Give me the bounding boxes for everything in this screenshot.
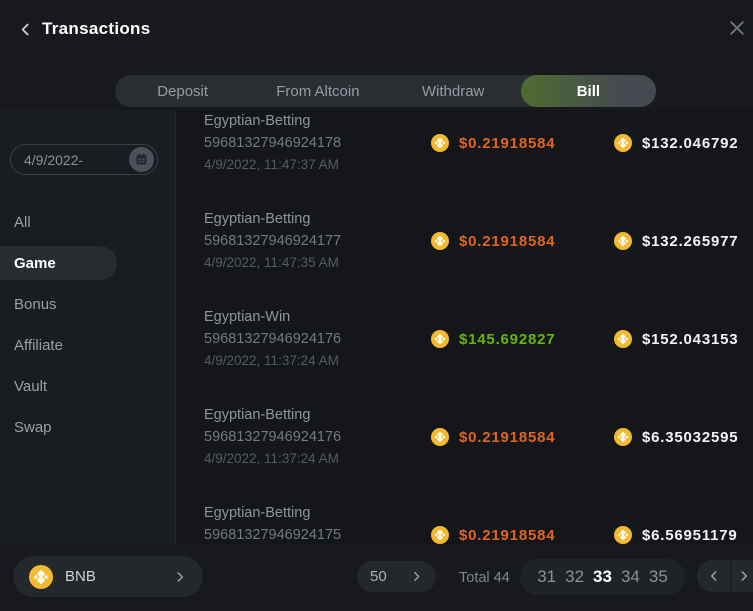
transaction-row: Egyptian-Betting 59681327946924176 4/9/2… bbox=[177, 387, 753, 485]
bnb-coin-icon bbox=[614, 134, 632, 152]
tab-bill[interactable]: Bill bbox=[520, 75, 656, 107]
transaction-name: Egyptian-Betting bbox=[204, 505, 311, 521]
bnb-coin-icon bbox=[614, 330, 632, 348]
sidebar-item-swap[interactable]: Swap bbox=[14, 418, 52, 436]
transaction-row: Egyptian-Betting 59681327946924178 4/9/2… bbox=[177, 110, 753, 191]
page-title: Transactions bbox=[42, 19, 151, 38]
sidebar-item-all[interactable]: All bbox=[14, 213, 31, 231]
bnb-coin-icon bbox=[431, 134, 449, 152]
modal-header: Transactions bbox=[0, 0, 753, 58]
page-number-31[interactable]: 31 bbox=[537, 567, 557, 586]
back-icon[interactable] bbox=[16, 20, 34, 38]
transaction-balance: $132.046792 bbox=[614, 132, 738, 154]
transaction-name: Egyptian-Win bbox=[204, 309, 291, 325]
transaction-row: Egyptian-Win 59681327946924176 4/9/2022,… bbox=[177, 289, 753, 387]
sidebar-item-game[interactable]: Game bbox=[0, 246, 117, 280]
prev-page-button[interactable] bbox=[697, 560, 730, 592]
next-page-button[interactable] bbox=[731, 560, 753, 592]
transaction-id: 59681327946924178 bbox=[204, 135, 342, 151]
close-icon[interactable] bbox=[726, 17, 748, 39]
transactions-list[interactable]: Egyptian-Betting 59681327946924178 4/9/2… bbox=[177, 110, 753, 545]
transaction-amount: $0.21918584 bbox=[431, 230, 555, 252]
transaction-id: 59681327946924176 bbox=[204, 331, 342, 347]
transaction-date: 4/9/2022, 11:37:24 AM bbox=[204, 353, 339, 368]
bnb-coin-icon bbox=[431, 526, 449, 544]
transaction-balance: $152.043153 bbox=[614, 328, 738, 350]
transaction-row: Egyptian-Betting 59681327946924177 4/9/2… bbox=[177, 191, 753, 289]
page-number-33[interactable]: 33 bbox=[593, 567, 612, 586]
pagination: 31 32 33 34 35 bbox=[520, 559, 685, 595]
bnb-coin-icon bbox=[614, 526, 632, 544]
bnb-coin-icon bbox=[614, 232, 632, 250]
transaction-amount: $0.21918584 bbox=[431, 132, 555, 154]
total-count: Total 44 bbox=[459, 570, 510, 586]
currency-label: BNB bbox=[65, 568, 96, 585]
transaction-amount: $145.692827 bbox=[431, 328, 555, 350]
transaction-amount: $0.21918584 bbox=[431, 524, 555, 545]
chevron-right-icon bbox=[173, 570, 187, 584]
page-number-35[interactable]: 35 bbox=[648, 567, 668, 586]
transaction-date: 4/9/2022, 11:47:37 AM bbox=[204, 157, 339, 172]
sidebar: 4/9/2022- All Game Bonus Affiliate Vault… bbox=[0, 110, 176, 545]
transaction-id: 59681327946924177 bbox=[204, 233, 342, 249]
transaction-balance: $6.35032595 bbox=[614, 426, 738, 448]
currency-selector[interactable]: BNB bbox=[13, 556, 203, 597]
transaction-date: 4/9/2022, 11:47:35 AM bbox=[204, 255, 339, 270]
transaction-name: Egyptian-Betting bbox=[204, 211, 311, 227]
transaction-row: Egyptian-Betting 59681327946924175 $0.21… bbox=[177, 485, 753, 545]
tab-deposit[interactable]: Deposit bbox=[157, 82, 209, 100]
sidebar-item-bonus[interactable]: Bonus bbox=[14, 295, 57, 313]
sidebar-item-vault[interactable]: Vault bbox=[14, 377, 48, 395]
calendar-icon[interactable] bbox=[129, 147, 154, 172]
bnb-coin-icon bbox=[431, 232, 449, 250]
transaction-balance: $6.56951179 bbox=[614, 524, 738, 545]
page-number-32[interactable]: 32 bbox=[565, 567, 585, 586]
bnb-coin-icon bbox=[614, 428, 632, 446]
transaction-amount: $0.21918584 bbox=[431, 426, 555, 448]
transaction-date: 4/9/2022, 11:37:24 AM bbox=[204, 451, 339, 466]
transaction-id: 59681327946924176 bbox=[204, 429, 342, 445]
transaction-id: 59681327946924175 bbox=[204, 527, 342, 543]
chevron-right-icon bbox=[410, 570, 423, 583]
bnb-coin-icon bbox=[431, 330, 449, 348]
page-number-34[interactable]: 34 bbox=[620, 567, 640, 586]
transaction-name: Egyptian-Betting bbox=[204, 407, 311, 423]
bnb-coin-icon bbox=[431, 428, 449, 446]
tab-withdraw[interactable]: Withdraw bbox=[421, 82, 485, 100]
sidebar-item-affiliate[interactable]: Affiliate bbox=[14, 336, 63, 354]
transaction-balance: $132.265977 bbox=[614, 230, 738, 252]
date-range-input[interactable]: 4/9/2022- bbox=[10, 144, 158, 175]
date-value: 4/9/2022- bbox=[24, 151, 84, 168]
tab-from-altcoin[interactable]: From Altcoin bbox=[276, 82, 360, 100]
tab-bar: Deposit From Altcoin Withdraw Bill bbox=[115, 75, 656, 107]
footer-bar: BNB 50 Total 44 31 32 33 34 35 bbox=[0, 545, 753, 611]
sidebar-nav: All Game Bonus Affiliate Vault Swap bbox=[0, 205, 175, 451]
page-size-value: 50 bbox=[370, 568, 387, 585]
transaction-name: Egyptian-Betting bbox=[204, 113, 311, 129]
bnb-coin-icon bbox=[29, 564, 53, 589]
page-size-selector[interactable]: 50 bbox=[357, 561, 436, 592]
